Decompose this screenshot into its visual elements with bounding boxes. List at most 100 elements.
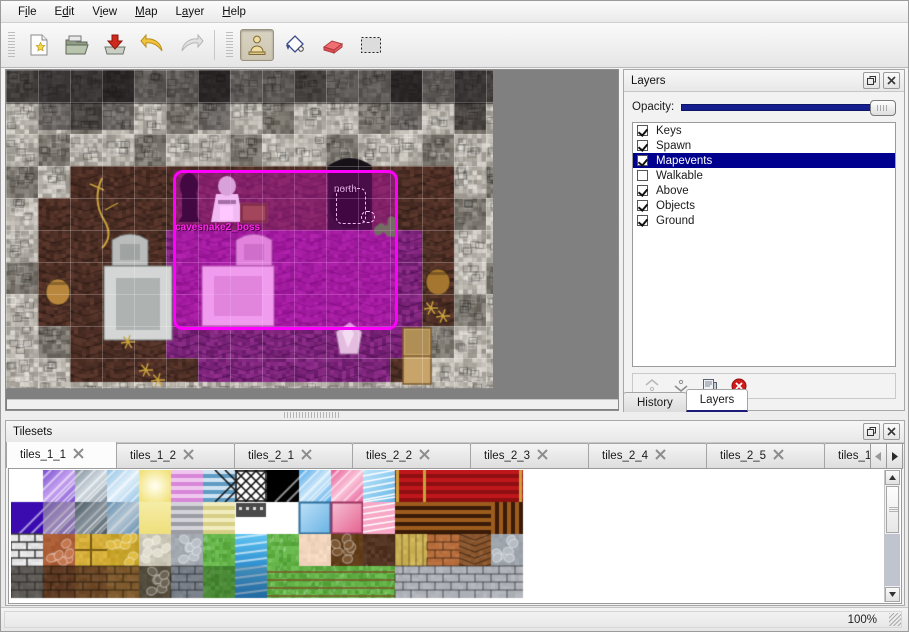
scrollbar-trough[interactable] [885,534,900,586]
stamp-icon [248,35,266,55]
close-icon[interactable] [883,72,900,89]
chevron-down-icon [674,379,688,393]
opacity-row: Opacity: [624,95,904,119]
menu-help-post: elp [230,5,246,18]
close-tab-icon[interactable] [537,449,548,463]
tileset-tab-tiles_2_2[interactable]: tiles_2_2 [352,443,471,468]
tileset-tab-tiles_2_4[interactable]: tiles_2_4 [588,443,707,468]
close-tab-icon[interactable] [655,449,666,463]
menu-file-post: le [27,5,37,18]
menu-edit[interactable]: Edit [46,4,84,20]
tileset-tab-label: tiles_1_2 [130,450,177,462]
new-map-button[interactable] [22,29,56,61]
zoom-level-label: 100% [847,613,877,626]
layer-visibility-checkbox[interactable] [637,140,648,151]
opacity-slider-handle[interactable] [870,100,896,116]
menu-edit-post: it [68,5,75,18]
tilesets-dock: Tilesets tiles_1_1 tiles_1_2 tiles_2_1 tile… [5,420,905,606]
toolbar-drag-handle[interactable] [8,32,15,58]
map-canvas[interactable]: north cavesnake2_boss [6,70,493,389]
tileset-vertical-scrollbar[interactable] [884,470,900,602]
layer-row-mapevents[interactable]: Mapevents [633,153,895,168]
opacity-label: Opacity: [632,101,675,113]
eraser-tool-button[interactable] [316,29,350,61]
menu-view[interactable]: View [83,4,126,20]
layer-visibility-checkbox[interactable] [637,200,648,211]
scroll-down-button[interactable] [885,587,900,602]
tab-layers[interactable]: Layers [685,389,749,412]
tileset-tab-label: tiles_2_2 [366,450,413,462]
move-layer-down-button[interactable] [668,375,694,397]
menu-view-acc: i [99,5,103,18]
menu-map[interactable]: Map [126,4,166,20]
menu-file[interactable]: File [9,4,46,20]
layer-name-label: Objects [656,199,695,212]
horizontal-splitter[interactable] [5,410,619,419]
redo-button[interactable] [174,29,208,61]
layer-row-ground[interactable]: Ground [633,213,895,228]
map-viewport[interactable]: north cavesnake2_boss [5,69,619,411]
tab-history[interactable]: History [623,392,687,412]
layer-visibility-checkbox[interactable] [637,215,648,226]
close-tab-icon[interactable] [183,449,194,463]
tileset-tab-label: tiles_2_4 [602,450,649,462]
layer-row-keys[interactable]: Keys [633,123,895,138]
opacity-slider[interactable] [681,100,896,116]
tileset-tab-tiles_2_5[interactable]: tiles_2_5 [706,443,825,468]
tileset-tab-tiles_2_3[interactable]: tiles_2_3 [470,443,589,468]
map-event-box-north[interactable] [336,188,366,224]
undo-button[interactable] [136,29,170,61]
scroll-tabs-right-button[interactable] [886,443,903,469]
rectangle-select-icon [361,37,381,53]
close-tab-icon[interactable] [73,448,84,462]
layer-visibility-checkbox[interactable] [637,185,648,196]
close-tab-icon[interactable] [419,449,430,463]
menu-layer-acc: a [181,5,189,18]
layer-visibility-checkbox[interactable] [637,125,648,136]
layer-row-objects[interactable]: Objects [633,198,895,213]
tileset-grid[interactable] [11,470,887,602]
open-map-button[interactable] [60,29,94,61]
move-layer-up-button[interactable] [639,375,665,397]
redo-arrow-icon [181,33,204,52]
toolbar [1,23,908,68]
map-event-box-boss[interactable] [361,211,375,223]
tileset-grid-area[interactable] [8,468,902,604]
close-tab-icon[interactable] [773,449,784,463]
layer-row-spawn[interactable]: Spawn [633,138,895,153]
layer-visibility-checkbox[interactable] [637,155,648,166]
tileset-tab-label: tiles_2_5 [720,450,767,462]
layer-list[interactable]: Keys Spawn Mapevents Walkable Above Objects Gr… [632,122,896,367]
scrollbar-thumb[interactable] [886,486,899,533]
layer-name-label: Walkable [656,169,703,182]
layer-row-above[interactable]: Above [633,183,895,198]
scroll-tabs-left-button[interactable] [870,443,887,469]
stamp-tool-button[interactable] [240,29,274,61]
resize-grip-icon[interactable] [889,613,902,626]
scroll-up-button[interactable] [885,470,900,485]
tools-drag-handle[interactable] [226,32,233,58]
save-map-button[interactable] [98,29,132,61]
splitter-grip [284,412,340,418]
opacity-slider-track [681,104,896,111]
menu-help[interactable]: Help [213,4,255,20]
map-label-north: north [334,184,357,195]
eraser-icon [322,40,344,54]
select-tool-button[interactable] [354,29,388,61]
map-selection-rectangle[interactable] [173,170,398,330]
float-window-icon[interactable] [863,72,880,89]
tileset-tab-bar[interactable]: tiles_1_1 tiles_1_2 tiles_2_1 tiles_2_2 tile… [6,442,904,468]
bucket-fill-icon [286,35,304,53]
layer-row-walkable[interactable]: Walkable [633,168,895,183]
close-icon[interactable] [883,423,900,440]
tileset-tab-tiles_1_2[interactable]: tiles_1_2 [116,443,235,468]
fill-tool-button[interactable] [278,29,312,61]
close-tab-icon[interactable] [301,449,312,463]
tileset-tab-tiles_2_1[interactable]: tiles_2_1 [234,443,353,468]
layer-visibility-checkbox[interactable] [637,170,648,181]
tileset-tab-tiles_1_1[interactable]: tiles_1_1 [6,442,117,468]
float-window-icon[interactable] [863,423,880,440]
menu-bar: File Edit View Map Layer Help [1,1,908,23]
menu-layer[interactable]: Layer [167,4,214,20]
map-horizontal-scrollbar[interactable] [7,399,618,409]
